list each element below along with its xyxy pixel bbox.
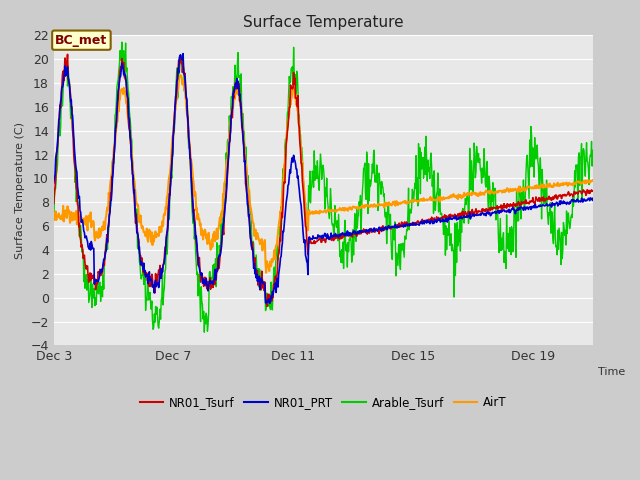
Title: Surface Temperature: Surface Temperature (243, 15, 404, 30)
Legend: NR01_Tsurf, NR01_PRT, Arable_Tsurf, AirT: NR01_Tsurf, NR01_PRT, Arable_Tsurf, AirT (135, 392, 511, 414)
Y-axis label: Surface Temperature (C): Surface Temperature (C) (15, 122, 25, 259)
Text: Time: Time (598, 367, 625, 377)
Text: BC_met: BC_met (55, 34, 108, 47)
